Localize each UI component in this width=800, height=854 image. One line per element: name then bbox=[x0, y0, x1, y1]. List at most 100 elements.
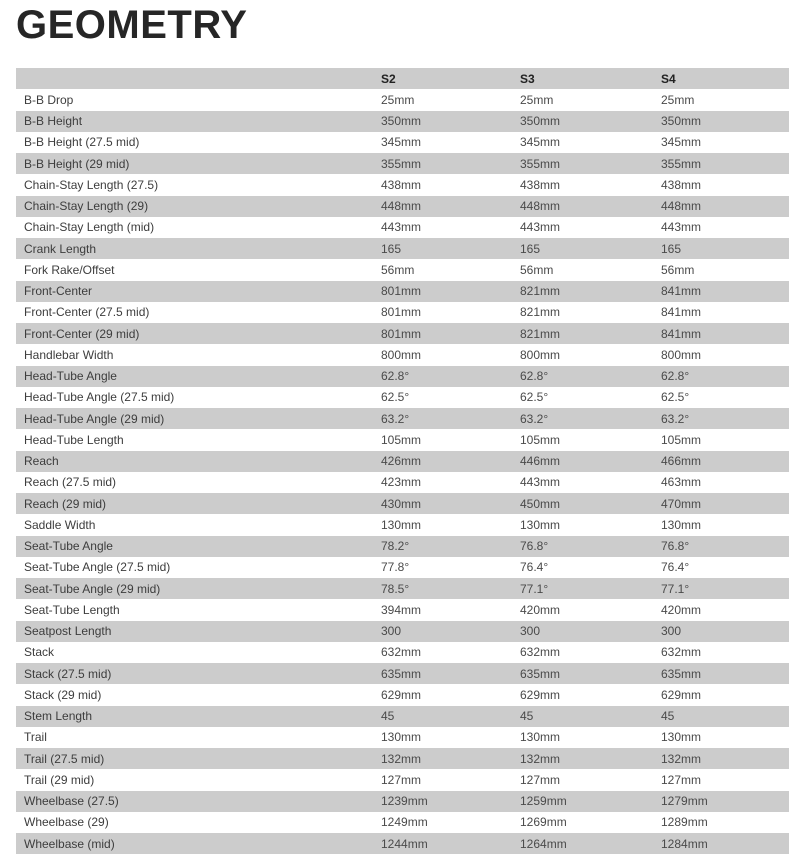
cell-value-s4: 800mm bbox=[661, 347, 702, 362]
cell-value-s3: 450mm bbox=[520, 496, 561, 511]
table-row: Seat-Tube Length 394mm 420mm 420mm bbox=[16, 599, 789, 621]
cell-value-s2: 25mm bbox=[381, 92, 415, 107]
cell-value-s4: 355mm bbox=[661, 156, 702, 171]
cell-value-s2: 63.2° bbox=[381, 411, 410, 426]
table-row: Saddle Width 130mm 130mm 130mm bbox=[16, 514, 789, 536]
cell-value-s2: 78.5° bbox=[381, 581, 410, 596]
row-label: Head-Tube Length bbox=[24, 432, 124, 447]
table-row: Stem Length 45 45 45 bbox=[16, 705, 789, 727]
row-label: Chain-Stay Length (29) bbox=[24, 199, 149, 214]
row-label: Reach bbox=[24, 454, 59, 469]
cell-value-s4: 45 bbox=[661, 709, 675, 724]
table-row: Reach 426mm 446mm 466mm bbox=[16, 450, 789, 472]
cell-value-s3: 132mm bbox=[520, 751, 561, 766]
cell-value-s2: 56mm bbox=[381, 262, 415, 277]
cell-value-s4: 62.8° bbox=[661, 369, 690, 384]
cell-value-s2: 45 bbox=[381, 709, 395, 724]
cell-value-s3: 77.1° bbox=[520, 581, 549, 596]
table-row: Wheelbase (mid) 1244mm 1264mm 1284mm bbox=[16, 833, 789, 854]
table-row: B-B Height (27.5 mid) 345mm 345mm 345mm bbox=[16, 131, 789, 153]
table-row: Head-Tube Angle (27.5 mid) 62.5° 62.5° 62.5… bbox=[16, 386, 789, 408]
cell-value-s3: 446mm bbox=[520, 454, 561, 469]
table-row: Front-Center 801mm 821mm 841mm bbox=[16, 280, 789, 302]
row-label: Trail (27.5 mid) bbox=[24, 751, 105, 766]
cell-value-s2: 635mm bbox=[381, 666, 422, 681]
table-row: Seat-Tube Angle (27.5 mid) 77.8° 76.4° 76.4… bbox=[16, 556, 789, 578]
cell-value-s4: 25mm bbox=[661, 92, 695, 107]
cell-value-s3: 130mm bbox=[520, 517, 561, 532]
table-row: B-B Drop 25mm 25mm 25mm bbox=[16, 89, 789, 111]
cell-value-s3: 56mm bbox=[520, 262, 554, 277]
cell-value-s4: 132mm bbox=[661, 751, 702, 766]
table-row: Seat-Tube Angle 78.2° 76.8° 76.8° bbox=[16, 535, 789, 557]
cell-value-s2: 77.8° bbox=[381, 560, 410, 575]
cell-value-s2: 345mm bbox=[381, 135, 422, 150]
table-row: Stack (29 mid) 629mm 629mm 629mm bbox=[16, 684, 789, 706]
cell-value-s2: 800mm bbox=[381, 347, 422, 362]
cell-value-s3: 821mm bbox=[520, 284, 561, 299]
cell-value-s4: 448mm bbox=[661, 199, 702, 214]
cell-value-s2: 1244mm bbox=[381, 836, 428, 851]
cell-value-s4: 635mm bbox=[661, 666, 702, 681]
table-row: Seat-Tube Angle (29 mid) 78.5° 77.1° 77.1° bbox=[16, 578, 789, 600]
cell-value-s2: 1239mm bbox=[381, 794, 428, 809]
row-label: Front-Center (27.5 mid) bbox=[24, 305, 150, 320]
cell-value-s3: 821mm bbox=[520, 326, 561, 341]
row-label: Stem Length bbox=[24, 709, 93, 724]
row-label: Seat-Tube Angle (29 mid) bbox=[24, 581, 161, 596]
cell-value-s2: 394mm bbox=[381, 602, 422, 617]
cell-value-s2: 632mm bbox=[381, 645, 422, 660]
cell-value-s3: 632mm bbox=[520, 645, 561, 660]
row-label: Head-Tube Angle (27.5 mid) bbox=[24, 390, 175, 405]
cell-value-s3: 821mm bbox=[520, 305, 561, 320]
table-row: Head-Tube Length 105mm 105mm 105mm bbox=[16, 429, 789, 451]
cell-value-s3: 76.4° bbox=[520, 560, 549, 575]
row-label: Reach (27.5 mid) bbox=[24, 475, 117, 490]
cell-value-s3: 629mm bbox=[520, 687, 561, 702]
cell-value-s2: 165 bbox=[381, 241, 402, 256]
table-row: Trail (29 mid) 127mm 127mm 127mm bbox=[16, 769, 789, 791]
cell-value-s4: 350mm bbox=[661, 114, 702, 129]
cell-value-s4: 63.2° bbox=[661, 411, 690, 426]
geometry-table-body: B-B Drop 25mm 25mm 25mm B-B Height 350mm 350mm… bbox=[16, 89, 789, 854]
cell-value-s3: 76.8° bbox=[520, 539, 549, 554]
cell-value-s4: 629mm bbox=[661, 687, 702, 702]
header-row: S2 S3 S4 bbox=[16, 68, 789, 90]
cell-value-s3: 63.2° bbox=[520, 411, 549, 426]
cell-value-s2: 130mm bbox=[381, 730, 422, 745]
cell-value-s3: 443mm bbox=[520, 475, 561, 490]
table-row: Stack 632mm 632mm 632mm bbox=[16, 641, 789, 663]
cell-value-s4: 62.5° bbox=[661, 390, 690, 405]
table-row: Fork Rake/Offset 56mm 56mm 56mm bbox=[16, 259, 789, 281]
cell-value-s4: 1279mm bbox=[661, 794, 708, 809]
cell-value-s2: 423mm bbox=[381, 475, 422, 490]
table-row: Front-Center (29 mid) 801mm 821mm 841mm bbox=[16, 323, 789, 345]
cell-value-s2: 430mm bbox=[381, 496, 422, 511]
cell-value-s3: 165 bbox=[520, 241, 541, 256]
row-label: Front-Center bbox=[24, 284, 93, 299]
cell-value-s4: 77.1° bbox=[661, 581, 690, 596]
row-label: Trail (29 mid) bbox=[24, 772, 95, 787]
column-header-s2: S2 bbox=[381, 71, 396, 86]
row-label: Seat-Tube Length bbox=[24, 602, 120, 617]
cell-value-s2: 130mm bbox=[381, 517, 422, 532]
cell-value-s4: 165 bbox=[661, 241, 682, 256]
cell-value-s3: 1259mm bbox=[520, 794, 567, 809]
row-label: Chain-Stay Length (mid) bbox=[24, 220, 155, 235]
table-row: Trail 130mm 130mm 130mm bbox=[16, 726, 789, 748]
cell-value-s4: 841mm bbox=[661, 326, 702, 341]
cell-value-s4: 56mm bbox=[661, 262, 695, 277]
row-label: Crank Length bbox=[24, 241, 97, 256]
row-label: Seatpost Length bbox=[24, 624, 112, 639]
cell-value-s2: 355mm bbox=[381, 156, 422, 171]
table-row: Chain-Stay Length (mid) 443mm 443mm 443mm bbox=[16, 216, 789, 238]
cell-value-s2: 801mm bbox=[381, 305, 422, 320]
geometry-table: S2 S3 S4 B-B Drop 25mm 25mm 25mm B-B Height 350… bbox=[16, 68, 789, 854]
cell-value-s4: 443mm bbox=[661, 220, 702, 235]
cell-value-s2: 443mm bbox=[381, 220, 422, 235]
row-label: Seat-Tube Angle (27.5 mid) bbox=[24, 560, 171, 575]
cell-value-s4: 130mm bbox=[661, 730, 702, 745]
table-row: Front-Center (27.5 mid) 801mm 821mm 841mm bbox=[16, 301, 789, 323]
cell-value-s3: 45 bbox=[520, 709, 534, 724]
page-title: GEOMETRY bbox=[16, 3, 248, 47]
